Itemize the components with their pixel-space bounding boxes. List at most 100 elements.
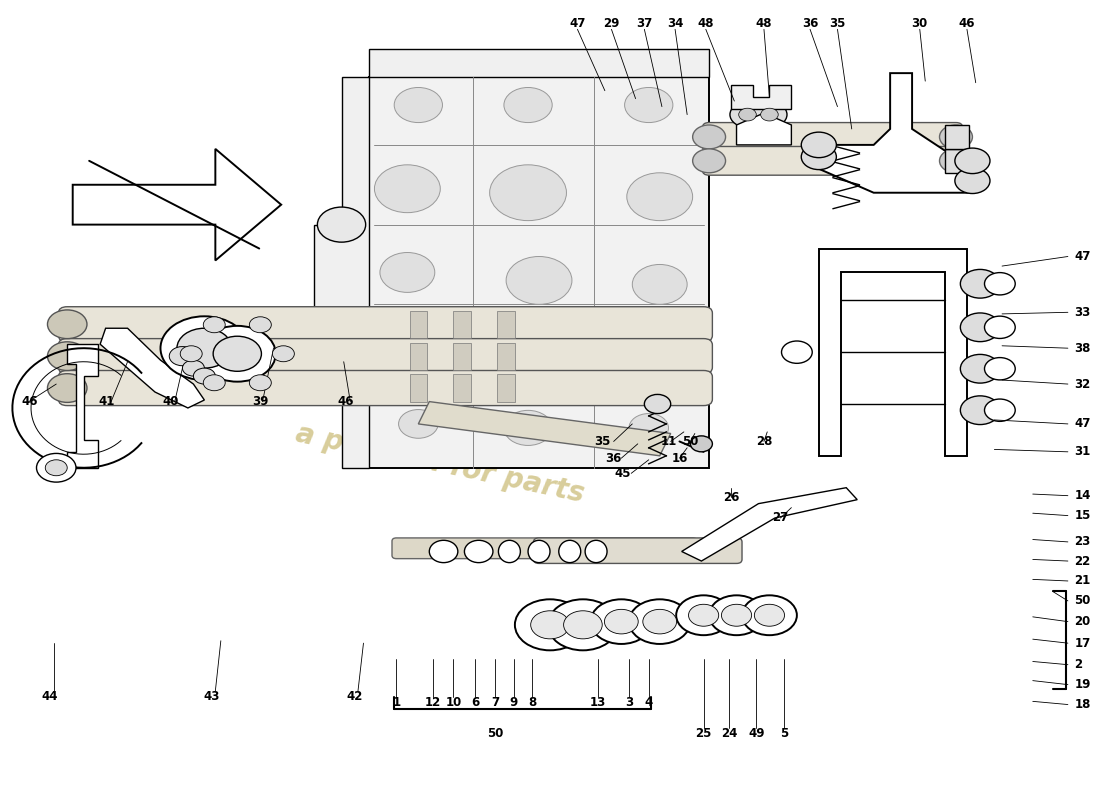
Circle shape <box>36 454 76 482</box>
Text: 47: 47 <box>569 18 585 30</box>
Circle shape <box>960 313 1000 342</box>
Text: 39: 39 <box>252 395 268 408</box>
Bar <box>409 310 427 338</box>
Bar <box>945 149 969 173</box>
Circle shape <box>722 604 751 626</box>
Text: 9: 9 <box>509 697 518 710</box>
Ellipse shape <box>559 540 581 562</box>
FancyBboxPatch shape <box>534 538 742 563</box>
Polygon shape <box>418 402 671 456</box>
Text: 14: 14 <box>1075 489 1091 502</box>
Text: 23: 23 <box>1075 535 1091 549</box>
Text: eurocarbons: eurocarbons <box>280 337 557 431</box>
Circle shape <box>632 265 688 304</box>
Circle shape <box>629 414 669 442</box>
Circle shape <box>204 374 226 390</box>
Text: 47: 47 <box>1075 418 1091 430</box>
Ellipse shape <box>429 540 458 562</box>
Text: 49: 49 <box>748 726 764 740</box>
Circle shape <box>169 346 196 366</box>
FancyBboxPatch shape <box>58 370 713 406</box>
Circle shape <box>394 87 442 122</box>
Text: 3: 3 <box>625 697 634 710</box>
Ellipse shape <box>498 540 520 562</box>
Circle shape <box>801 144 836 170</box>
Bar <box>945 125 969 149</box>
FancyBboxPatch shape <box>392 538 697 558</box>
Text: 46: 46 <box>338 395 354 408</box>
Circle shape <box>379 253 434 292</box>
Text: 41: 41 <box>99 395 114 408</box>
Bar <box>409 374 427 402</box>
Polygon shape <box>737 113 791 145</box>
FancyBboxPatch shape <box>703 146 962 175</box>
Text: 46: 46 <box>959 18 976 30</box>
Circle shape <box>591 599 652 644</box>
Text: 16: 16 <box>671 452 688 465</box>
Polygon shape <box>67 344 98 468</box>
Text: 4: 4 <box>645 697 653 710</box>
Circle shape <box>161 316 249 380</box>
Text: 6: 6 <box>471 697 480 710</box>
Circle shape <box>710 595 764 635</box>
Text: 50: 50 <box>682 435 698 448</box>
Text: 13: 13 <box>591 697 606 710</box>
Text: 19: 19 <box>1075 678 1091 691</box>
Polygon shape <box>100 328 205 408</box>
Bar <box>497 342 515 370</box>
Polygon shape <box>73 149 282 261</box>
Circle shape <box>530 610 570 639</box>
Circle shape <box>548 599 618 650</box>
Circle shape <box>642 610 676 634</box>
Circle shape <box>761 108 778 121</box>
Circle shape <box>676 595 732 635</box>
Text: 27: 27 <box>772 511 789 525</box>
Circle shape <box>398 410 438 438</box>
Circle shape <box>47 310 87 338</box>
Circle shape <box>627 173 693 221</box>
Text: 40: 40 <box>162 395 178 408</box>
Polygon shape <box>315 77 368 468</box>
Circle shape <box>984 358 1015 380</box>
Circle shape <box>318 207 365 242</box>
Polygon shape <box>368 50 710 77</box>
Polygon shape <box>682 488 857 561</box>
Circle shape <box>180 346 202 362</box>
Text: 36: 36 <box>802 18 818 30</box>
Circle shape <box>194 368 216 384</box>
Text: 1: 1 <box>393 697 400 710</box>
Bar <box>453 342 471 370</box>
Polygon shape <box>818 73 972 193</box>
Text: 25: 25 <box>695 726 712 740</box>
Circle shape <box>691 436 713 452</box>
Circle shape <box>689 604 718 626</box>
Text: 36: 36 <box>605 452 621 465</box>
Text: 11: 11 <box>660 435 676 448</box>
Text: 17: 17 <box>1075 637 1091 650</box>
Circle shape <box>960 354 1000 383</box>
Circle shape <box>629 599 691 644</box>
Ellipse shape <box>528 540 550 562</box>
Circle shape <box>752 102 786 127</box>
Text: 33: 33 <box>1075 306 1091 319</box>
Text: 12: 12 <box>425 697 441 710</box>
Circle shape <box>781 341 812 363</box>
Text: 50: 50 <box>1075 594 1091 607</box>
Circle shape <box>506 257 572 304</box>
Text: 20: 20 <box>1075 615 1091 628</box>
Circle shape <box>250 374 272 390</box>
Circle shape <box>604 610 638 634</box>
Text: 24: 24 <box>720 726 737 740</box>
Text: 26: 26 <box>723 490 739 504</box>
FancyBboxPatch shape <box>58 338 713 374</box>
Text: 30: 30 <box>912 18 928 30</box>
Ellipse shape <box>464 540 493 562</box>
Circle shape <box>500 336 556 376</box>
Circle shape <box>739 108 757 121</box>
Text: 47: 47 <box>1075 250 1091 263</box>
Text: 48: 48 <box>697 18 714 30</box>
Bar <box>409 342 427 370</box>
Bar <box>453 374 471 402</box>
Text: 22: 22 <box>1075 554 1091 567</box>
Circle shape <box>801 132 836 158</box>
